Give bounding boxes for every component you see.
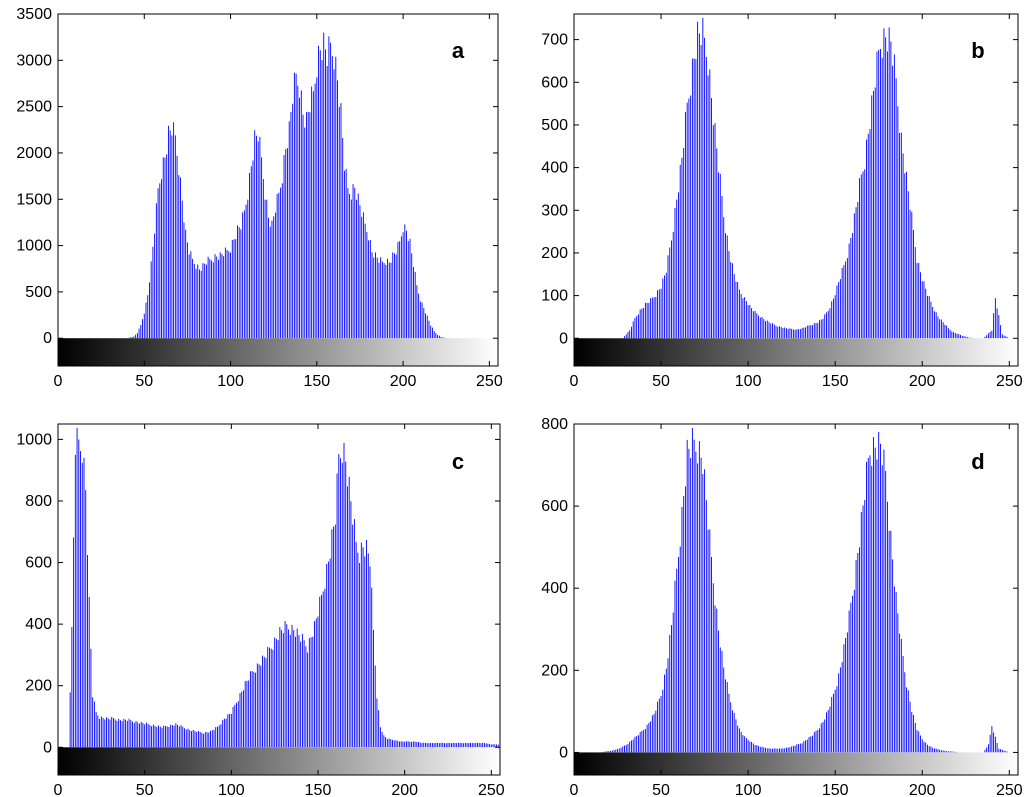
y-tick-label: 600 xyxy=(541,74,568,91)
panel-label: d xyxy=(971,449,984,474)
y-tick-label: 0 xyxy=(43,330,52,347)
x-tick-label: 250 xyxy=(996,373,1023,390)
panel-label: b xyxy=(971,38,984,63)
x-tick-label: 150 xyxy=(822,782,849,797)
y-tick-label: 2000 xyxy=(16,145,52,162)
y-tick-label: 2500 xyxy=(16,99,52,116)
y-tick-label: 200 xyxy=(541,245,568,262)
y-tick-label: 200 xyxy=(541,662,568,679)
y-tick-label: 600 xyxy=(541,498,568,515)
x-tick-label: 100 xyxy=(217,373,244,390)
y-tick-label: 0 xyxy=(559,330,568,347)
x-tick-label: 200 xyxy=(391,782,418,797)
grayscale-colorbar xyxy=(58,747,500,775)
x-tick-label: 100 xyxy=(735,373,762,390)
axes-frame xyxy=(573,423,1019,776)
x-tick-label: 250 xyxy=(478,782,505,797)
x-tick-label: 150 xyxy=(305,782,332,797)
x-tick-label: 200 xyxy=(909,373,936,390)
y-tick-label: 800 xyxy=(25,493,52,510)
x-tick-label: 250 xyxy=(996,782,1023,797)
axes-frame xyxy=(57,13,499,367)
y-tick-label: 0 xyxy=(43,739,52,756)
histogram-bars xyxy=(624,17,1009,339)
y-tick-label: 400 xyxy=(541,160,568,177)
histogram-panel-c: 0 50 100 150 200 250 0 200 400 600 800 1000 c xyxy=(16,423,505,797)
x-tick-label: 250 xyxy=(476,373,503,390)
x-tick-label: 150 xyxy=(303,373,330,390)
x-tick-label: 0 xyxy=(570,373,579,390)
x-tick-label: 50 xyxy=(652,782,670,797)
x-tick-label: 100 xyxy=(735,782,762,797)
panel-label: a xyxy=(452,38,465,63)
histogram-bars xyxy=(601,427,1009,753)
x-tick-label: 50 xyxy=(135,373,153,390)
y-tick-label: 800 xyxy=(541,416,568,433)
y-tick-label: 700 xyxy=(541,32,568,49)
x-tick-label: 150 xyxy=(822,373,849,390)
x-tick-label: 100 xyxy=(218,782,245,797)
y-tick-label: 1500 xyxy=(16,191,52,208)
histogram-panel-d: 0 50 100 150 200 250 0 200 400 600 800 d xyxy=(541,416,1022,797)
x-tick-label: 0 xyxy=(54,373,63,390)
histogram-bars xyxy=(69,427,500,748)
y-tick-label: 3500 xyxy=(16,6,52,23)
y-tick-label: 200 xyxy=(25,678,52,695)
y-tick-label: 0 xyxy=(559,744,568,761)
grayscale-colorbar xyxy=(574,752,1018,775)
x-tick-label: 0 xyxy=(570,782,579,797)
histogram-panel-b: 0 50 100 150 200 250 0 100 200 300 400 500 600 700 b xyxy=(541,13,1023,390)
x-tick-label: 50 xyxy=(652,373,670,390)
x-tick-label: 200 xyxy=(909,782,936,797)
axes-frame xyxy=(573,13,1019,367)
y-tick-label: 400 xyxy=(541,580,568,597)
y-tick-label: 300 xyxy=(541,202,568,219)
y-tick-label: 500 xyxy=(541,117,568,134)
axes-frame xyxy=(57,423,501,776)
panel-label: c xyxy=(452,449,464,474)
grayscale-colorbar xyxy=(58,338,498,366)
y-tick-label: 3000 xyxy=(16,52,52,69)
histogram-panel-a: 0 50 100 150 200 2500500100015002000250030003… xyxy=(16,6,502,390)
y-tick-label: 400 xyxy=(25,616,52,633)
y-tick-label: 100 xyxy=(541,288,568,305)
x-tick-label: 0 xyxy=(54,782,63,797)
x-tick-label: 50 xyxy=(136,782,154,797)
x-tick-label: 200 xyxy=(390,373,417,390)
y-tick-label: 500 xyxy=(25,284,52,301)
y-tick-label: 1000 xyxy=(16,238,52,255)
y-tick-label: 600 xyxy=(25,555,52,572)
grayscale-colorbar xyxy=(574,338,1018,366)
histogram-bars xyxy=(128,32,447,339)
y-tick-label: 1000 xyxy=(16,431,52,448)
